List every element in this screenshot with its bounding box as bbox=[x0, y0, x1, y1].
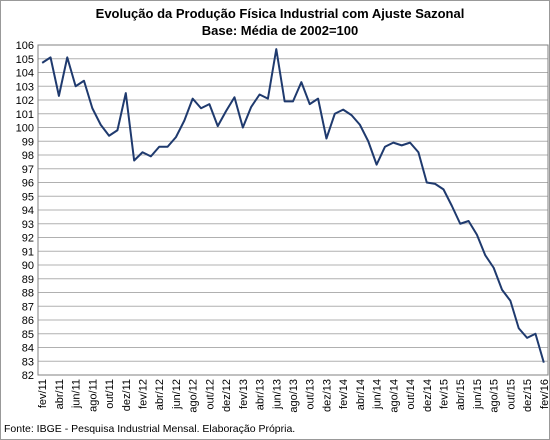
x-tick-label: fev/11 bbox=[37, 379, 49, 408]
x-tick-label: dez/12 bbox=[221, 379, 233, 412]
x-tick-label: jun/13 bbox=[271, 379, 283, 410]
chart-subtitle: Base: Média de 2002=100 bbox=[202, 23, 358, 38]
x-tick-label: ago/13 bbox=[288, 379, 300, 413]
x-tick-label: fev/12 bbox=[138, 379, 150, 409]
x-tick-label: out/11 bbox=[104, 379, 116, 409]
plot-frame bbox=[37, 44, 549, 376]
y-tick-label: 88 bbox=[22, 288, 34, 300]
x-tick-label: dez/14 bbox=[422, 379, 434, 412]
y-tick-label: 97 bbox=[22, 164, 34, 176]
x-tick-label: fev/15 bbox=[438, 379, 450, 409]
x-tick-label: jun/14 bbox=[372, 379, 384, 410]
x-tick-label: dez/15 bbox=[522, 379, 534, 412]
x-tick-label: dez/11 bbox=[121, 379, 133, 411]
y-tick-label: 93 bbox=[22, 219, 34, 231]
x-tick-label: out/13 bbox=[305, 379, 317, 410]
y-tick-label: 84 bbox=[22, 343, 34, 355]
y-tick-label: 82 bbox=[22, 370, 34, 382]
y-tick-label: 92 bbox=[22, 233, 34, 245]
x-tick-label: abr/15 bbox=[455, 379, 467, 410]
x-tick-label: dez/13 bbox=[321, 379, 333, 412]
x-tick-label: out/15 bbox=[505, 379, 517, 410]
y-tick-label: 94 bbox=[22, 205, 34, 217]
chart-title: Evolução da Produção Física Industrial c… bbox=[96, 6, 465, 21]
x-tick-label: ago/14 bbox=[388, 379, 400, 413]
y-tick-label: 96 bbox=[22, 178, 34, 190]
y-tick-label: 105 bbox=[16, 54, 34, 66]
x-tick-label: fev/14 bbox=[338, 379, 350, 409]
x-tick-label: abr/13 bbox=[255, 379, 267, 410]
y-tick-label: 106 bbox=[16, 40, 34, 52]
y-tick-label: 102 bbox=[16, 95, 34, 107]
x-tick-label: ago/12 bbox=[188, 379, 200, 413]
x-tick-label: ago/11 bbox=[87, 379, 99, 412]
source-note: Fonte: IBGE - Pesquisa Industrial Mensal… bbox=[4, 423, 295, 435]
y-tick-label: 104 bbox=[16, 68, 34, 80]
data-line bbox=[41, 48, 545, 363]
y-tick-label: 87 bbox=[22, 301, 34, 313]
y-tick-label: 85 bbox=[22, 329, 34, 341]
x-tick-label: abr/12 bbox=[154, 379, 166, 410]
x-tick-label: abr/14 bbox=[355, 379, 367, 410]
y-tick-label: 101 bbox=[16, 109, 34, 121]
y-tick-label: 99 bbox=[22, 136, 34, 148]
y-tick-label: 103 bbox=[16, 81, 34, 93]
x-tick-label: out/14 bbox=[405, 379, 417, 410]
y-tick-label: 83 bbox=[22, 356, 34, 368]
x-tick-label: ago/15 bbox=[489, 379, 501, 413]
x-tick-label: jun/11 bbox=[71, 379, 83, 409]
x-tick-label: jun/12 bbox=[171, 379, 183, 410]
x-tick-label: jun/15 bbox=[472, 379, 484, 410]
x-tick-label: out/12 bbox=[204, 379, 216, 410]
x-tick-label: abr/11 bbox=[54, 379, 66, 409]
x-tick-label: fev/13 bbox=[238, 379, 250, 409]
y-tick-label: 86 bbox=[22, 315, 34, 327]
y-tick-label: 89 bbox=[22, 274, 34, 286]
y-tick-label: 91 bbox=[22, 246, 34, 258]
x-tick-label: fev/16 bbox=[539, 379, 550, 409]
y-tick-label: 90 bbox=[22, 260, 34, 272]
y-tick-label: 95 bbox=[22, 191, 34, 203]
y-tick-label: 98 bbox=[22, 150, 34, 162]
y-tick-label: 100 bbox=[16, 123, 34, 135]
